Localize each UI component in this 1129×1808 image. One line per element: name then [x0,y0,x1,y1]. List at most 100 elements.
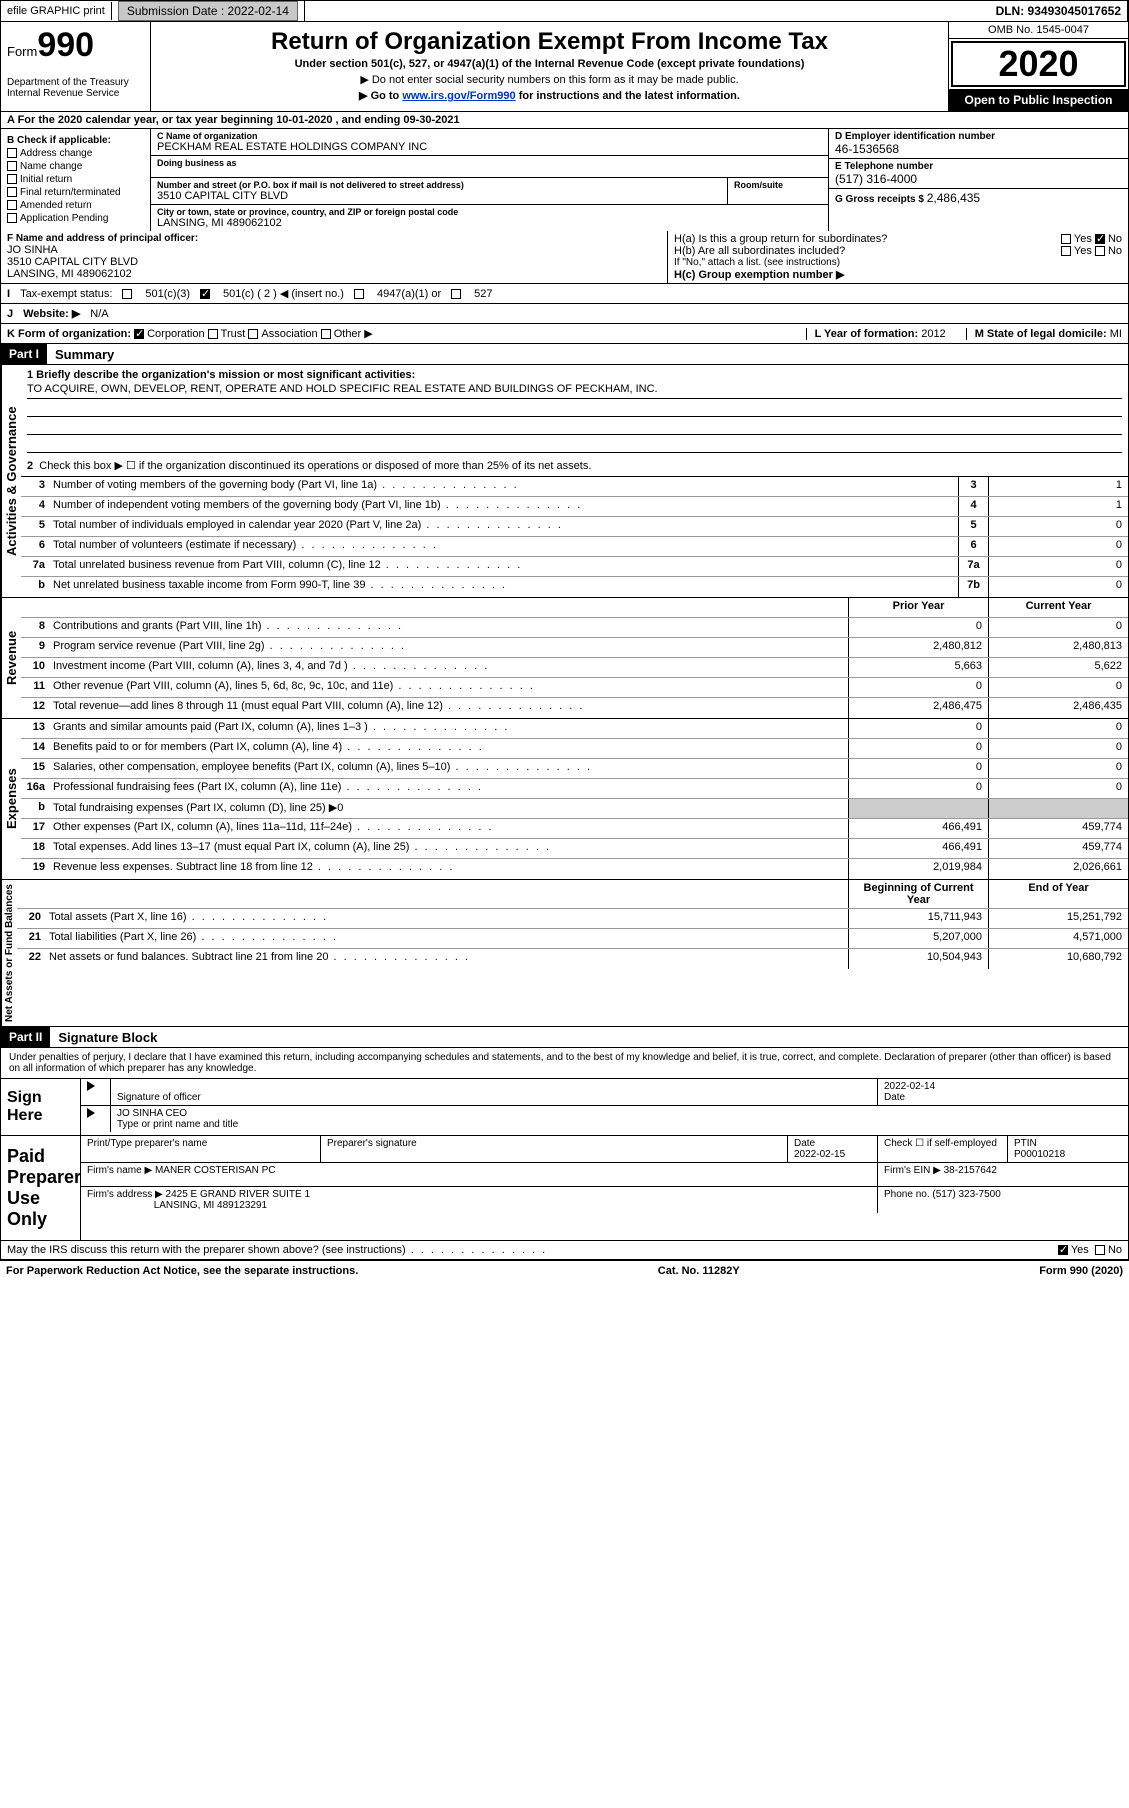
rev-lines: 8Contributions and grants (Part VIII, li… [21,618,1128,718]
vtab-revenue: Revenue [1,598,21,718]
table-row: bNet unrelated business taxable income f… [21,577,1128,597]
korg-row: K Form of organization: Corporation Trus… [0,324,1129,344]
room-row: Room/suite [728,178,828,204]
table-row: 9Program service revenue (Part VIII, lin… [21,638,1128,658]
website-row: J Website: ▶ N/A [0,304,1129,324]
form-header: Form990 Department of the Treasury Inter… [0,22,1129,112]
table-row: 4Number of independent voting members of… [21,497,1128,517]
net-header: Beginning of Current Year End of Year [17,880,1128,909]
dln: DLN: 93493045017652 [990,1,1128,21]
principal-officer: F Name and address of principal officer:… [1,231,668,283]
vtab-netassets: Net Assets or Fund Balances [1,880,17,1026]
table-row: 17Other expenses (Part IX, column (A), l… [21,819,1128,839]
status-527-chk[interactable] [451,289,461,299]
page-footer: For Paperwork Reduction Act Notice, see … [0,1260,1129,1281]
table-row: 19Revenue less expenses. Subtract line 1… [21,859,1128,879]
signature-block: Under penalties of perjury, I declare th… [0,1048,1129,1260]
status-501c3-chk[interactable] [122,289,132,299]
rev-header: Prior Year Current Year [21,598,1128,618]
gov-lines: 3Number of voting members of the governi… [21,477,1128,597]
colb-item[interactable]: Name change [7,161,144,172]
table-row: 18Total expenses. Add lines 13–17 (must … [21,839,1128,859]
dept-label: Department of the Treasury Internal Reve… [7,77,144,99]
efile-label: efile GRAPHIC print [1,2,112,20]
instr-line1: ▶ Do not enter social security numbers o… [159,73,940,86]
ha-no-chk[interactable] [1095,234,1105,244]
col-b-checkboxes: B Check if applicable: Address change Nam… [1,129,151,231]
section-expenses: Expenses 13Grants and similar amounts pa… [0,719,1129,880]
table-row: 7aTotal unrelated business revenue from … [21,557,1128,577]
form-title: Return of Organization Exempt From Incom… [159,28,940,56]
table-row: 21Total liabilities (Part X, line 26)5,2… [17,929,1128,949]
table-row: 6Total number of volunteers (estimate if… [21,537,1128,557]
open-public-badge: Open to Public Inspection [949,89,1128,111]
sig-arrow-icon [87,1108,95,1118]
table-row: 16aProfessional fundraising fees (Part I… [21,779,1128,799]
discuss-no-chk[interactable] [1095,1245,1105,1255]
mission-block: 1 Briefly describe the organization's mi… [21,365,1128,477]
korg-trust-chk[interactable] [208,329,218,339]
table-row: 10Investment income (Part VIII, column (… [21,658,1128,678]
topbar: efile GRAPHIC print Submission Date : 20… [0,0,1129,22]
table-row: bTotal fundraising expenses (Part IX, co… [21,799,1128,819]
ein-row: D Employer identification number 46-1536… [829,129,1128,159]
row-a-taxyear: A For the 2020 calendar year, or tax yea… [0,112,1129,129]
city-row: City or town, state or province, country… [151,205,828,231]
table-row: 8Contributions and grants (Part VIII, li… [21,618,1128,638]
header-left: Form990 Department of the Treasury Inter… [1,22,151,111]
table-row: 14Benefits paid to or for members (Part … [21,739,1128,759]
omb-number: OMB No. 1545-0047 [949,22,1128,39]
paid-preparer-row: Paid Preparer Use Only Print/Type prepar… [1,1135,1128,1240]
part1-header: Part I Summary [0,344,1129,365]
vtab-governance: Activities & Governance [1,365,21,597]
colb-item[interactable]: Initial return [7,174,144,185]
header-mid: Return of Organization Exempt From Incom… [151,22,948,111]
discuss-yes-chk[interactable] [1058,1245,1068,1255]
form-subtitle: Under section 501(c), 527, or 4947(a)(1)… [159,58,940,70]
org-name-row: C Name of organization PECKHAM REAL ESTA… [151,129,828,156]
colb-item[interactable]: Final return/terminated [7,187,144,198]
part2-header: Part II Signature Block [0,1027,1129,1048]
section-governance: Activities & Governance 1 Briefly descri… [0,365,1129,598]
gross-row: G Gross receipts $ 2,486,435 [829,189,1128,219]
block-bcde: B Check if applicable: Address change Nam… [0,129,1129,231]
sig-declaration: Under penalties of perjury, I declare th… [1,1048,1128,1078]
korg-other-chk[interactable] [321,329,331,339]
colb-item[interactable]: Application Pending [7,213,144,224]
submission-btn[interactable]: Submission Date : 2022-02-14 [118,1,298,21]
korg-corp-chk[interactable] [134,329,144,339]
tax-exempt-status: I Tax-exempt status: 501(c)(3) 501(c) ( … [0,284,1129,304]
table-row: 15Salaries, other compensation, employee… [21,759,1128,779]
table-row: 12Total revenue—add lines 8 through 11 (… [21,698,1128,718]
irs-link[interactable]: www.irs.gov/Form990 [402,90,515,102]
status-4947-chk[interactable] [354,289,364,299]
form-number: Form990 [7,26,144,65]
exp-lines: 13Grants and similar amounts paid (Part … [21,719,1128,879]
korg-assoc-chk[interactable] [248,329,258,339]
state-domicile: M State of legal domicile: MI [966,328,1122,340]
table-row: 11Other revenue (Part VIII, column (A), … [21,678,1128,698]
col-de: D Employer identification number 46-1536… [828,129,1128,231]
table-row: 3Number of voting members of the governi… [21,477,1128,497]
instr-line2: ▶ Go to www.irs.gov/Form990 for instruct… [159,89,940,102]
hb-yes-chk[interactable] [1061,246,1071,256]
status-501c-chk[interactable] [200,289,210,299]
phone-row: E Telephone number (517) 316-4000 [829,159,1128,189]
hb-no-chk[interactable] [1095,246,1105,256]
ha-yes-chk[interactable] [1061,234,1071,244]
colb-item[interactable]: Address change [7,148,144,159]
header-right: OMB No. 1545-0047 2020 Open to Public In… [948,22,1128,111]
colb-item[interactable]: Amended return [7,200,144,211]
sig-arrow-icon [87,1081,95,1091]
net-lines: 20Total assets (Part X, line 16)15,711,9… [17,909,1128,969]
sign-here-row: Sign Here Signature of officer 2022-02-1… [1,1078,1128,1135]
col-b-header: B Check if applicable: [7,135,144,146]
table-row: 5Total number of individuals employed in… [21,517,1128,537]
discuss-row: May the IRS discuss this return with the… [1,1240,1128,1259]
tax-year: 2020 [951,41,1126,87]
section-revenue: Revenue Prior Year Current Year 8Contrib… [0,598,1129,719]
fgh-row: F Name and address of principal officer:… [0,231,1129,284]
table-row: 22Net assets or fund balances. Subtract … [17,949,1128,969]
street-row: Number and street (or P.O. box if mail i… [151,178,728,204]
year-formation: L Year of formation: 2012 [806,328,946,340]
